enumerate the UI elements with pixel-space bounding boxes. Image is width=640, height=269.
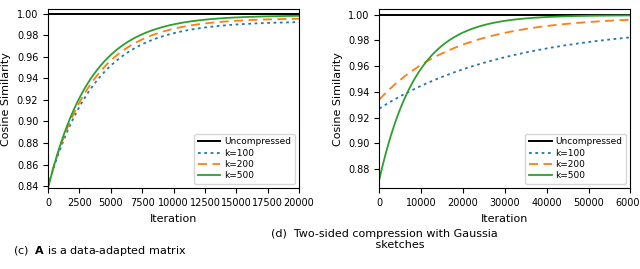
Line: k=100: k=100 [380,37,630,108]
k=200 [486,35,494,38]
k=100 [146,39,154,43]
k=200 [70,112,77,115]
Line: k=200: k=200 [380,20,630,100]
k=500 [548,15,556,18]
k=100 [240,22,248,26]
k=200 [627,18,634,21]
k=500 [376,178,383,181]
Legend: Uncompressed, k=100, k=200, k=500: Uncompressed, k=100, k=200, k=500 [194,134,294,184]
k=100 [627,36,634,39]
k=200 [548,24,556,27]
k=500 [401,96,409,99]
Line: k=100: k=100 [48,22,299,186]
k=100 [548,46,556,49]
k=500 [44,187,52,190]
Uncompressed [44,12,52,15]
k=100 [486,59,494,63]
Text: (d)  Two-sided compression with Gaussia
         sketches: (d) Two-sided compression with Gaussia s… [271,229,497,250]
k=200 [244,19,252,22]
k=500 [216,17,224,20]
k=100 [376,107,383,110]
k=500 [627,14,634,17]
k=100 [44,185,52,188]
k=500 [244,15,252,19]
k=500 [295,14,303,17]
k=500 [477,24,484,27]
k=100 [576,42,584,45]
k=200 [240,19,248,22]
k=100 [572,42,579,45]
X-axis label: Iteration: Iteration [150,214,197,224]
k=100 [477,62,484,65]
Text: (c)  $\mathbf{A}$ is a data-adapted matrix: (c) $\mathbf{A}$ is a data-adapted matri… [13,244,186,258]
k=500 [240,15,248,19]
k=200 [295,17,303,20]
k=100 [295,20,303,24]
k=100 [216,24,224,27]
k=200 [376,98,383,101]
k=100 [70,116,77,119]
k=200 [155,31,163,34]
Line: k=200: k=200 [48,19,299,186]
Y-axis label: Cosine Similarity: Cosine Similarity [1,52,12,146]
Line: k=500: k=500 [380,15,630,179]
k=200 [401,75,409,78]
Legend: Uncompressed, k=100, k=200, k=500: Uncompressed, k=100, k=200, k=500 [525,134,626,184]
Uncompressed [376,13,383,16]
k=200 [216,20,224,23]
k=100 [155,36,163,39]
Uncompressed [376,13,383,16]
Y-axis label: Cosine Similarity: Cosine Similarity [333,52,342,146]
k=200 [572,22,579,25]
k=500 [155,27,163,30]
k=200 [44,185,52,188]
k=200 [576,21,584,24]
k=100 [244,22,252,25]
Uncompressed [44,12,52,15]
k=500 [70,108,77,112]
k=200 [146,35,154,38]
k=100 [401,92,409,95]
k=200 [477,37,484,40]
k=500 [146,30,154,33]
k=500 [486,22,494,25]
X-axis label: Iteration: Iteration [481,214,529,224]
k=500 [572,15,579,18]
Line: k=500: k=500 [48,16,299,188]
k=500 [576,14,584,17]
